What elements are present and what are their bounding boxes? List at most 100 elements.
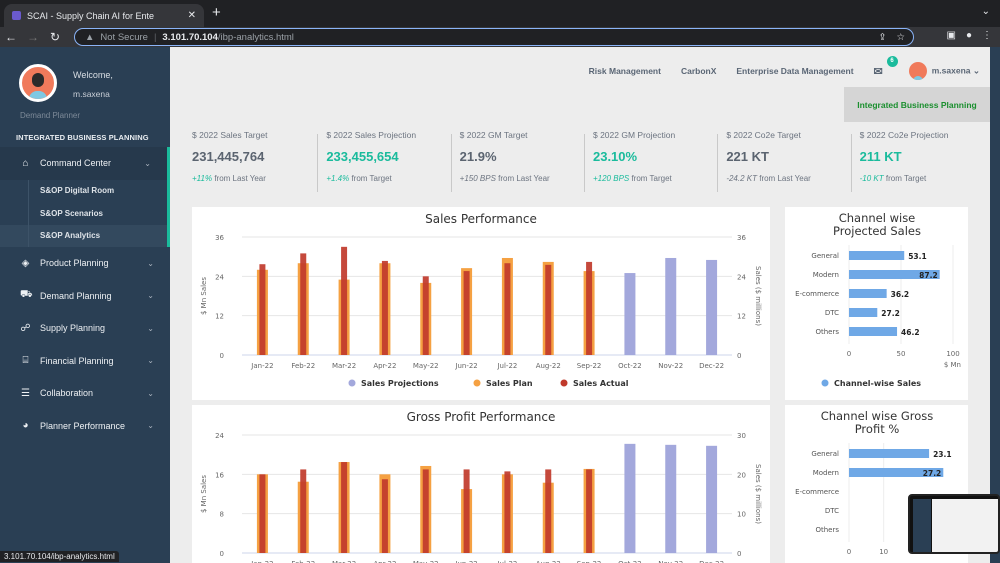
kpi-label: $ 2022 Co2e Target bbox=[726, 130, 801, 140]
user-menu[interactable]: m.saxena ⌄ bbox=[908, 62, 980, 80]
browser-tab[interactable]: SCAI - Supply Chain AI for Ente ✕ bbox=[4, 4, 204, 27]
sidebar-subitem-analytics[interactable]: S&OP Analytics bbox=[0, 224, 170, 247]
y-right-axis-label: Sales ($ millions) bbox=[754, 464, 762, 524]
kpi-0: $ 2022 Sales Target 231,445,764 +11% from … bbox=[184, 122, 317, 192]
nav-carbonx[interactable]: CarbonX bbox=[680, 66, 717, 76]
kpi-delta: +120 BPS bbox=[592, 174, 630, 183]
x-tick-label: Aug-22 bbox=[536, 560, 561, 563]
url-divider: | bbox=[153, 31, 157, 43]
page-scrollbar[interactable] bbox=[990, 47, 1000, 563]
tab-integrated-business-planning[interactable]: Integrated Business Planning bbox=[844, 87, 990, 122]
kpi-label: $ 2022 Sales Projection bbox=[326, 130, 417, 140]
y-right-tick-label: 0 bbox=[737, 352, 741, 360]
x-tick-label: May-22 bbox=[413, 560, 439, 563]
tab-search-icon[interactable]: ⌄ bbox=[981, 6, 990, 17]
chart-title: Sales Performance bbox=[425, 212, 537, 226]
pie-icon: ◕ bbox=[22, 420, 29, 432]
x-tick-label: Nov-22 bbox=[658, 560, 683, 563]
x-tick-label: May-22 bbox=[413, 362, 439, 370]
bar-channel bbox=[849, 289, 887, 298]
data-label: 36.2 bbox=[891, 290, 910, 299]
kpi-value: 231,445,764 bbox=[192, 149, 265, 164]
kpi-label: $ 2022 Sales Target bbox=[192, 130, 268, 140]
bar-channel bbox=[849, 327, 898, 336]
sidebar-item-planner-performance[interactable]: ◕ Planner Performance ⌄ bbox=[0, 410, 170, 443]
sidebar-item-financial-planning[interactable]: ⌸ Financial Planning ⌄ bbox=[0, 345, 170, 378]
nav-risk-management[interactable]: Risk Management bbox=[588, 66, 661, 76]
bank-icon: ⌸ bbox=[22, 355, 29, 367]
x-axis-label: $ Mn bbox=[944, 361, 961, 369]
sidepanel-icon[interactable]: ▣ bbox=[946, 30, 956, 41]
sidebar-item-collaboration[interactable]: ☰ Collaboration ⌄ bbox=[0, 377, 170, 410]
x-tick-label: Nov-22 bbox=[658, 362, 683, 370]
bar-sales-projections bbox=[665, 257, 677, 355]
sidebar-item-command-center[interactable]: ⌂ Command Center ⌄ bbox=[0, 147, 170, 180]
bar-channel bbox=[849, 449, 930, 458]
envelope-icon: ✉ bbox=[873, 65, 883, 78]
sidebar-item-supply-planning[interactable]: ☍ Supply Planning ⌄ bbox=[0, 312, 170, 345]
bar-sales-actual bbox=[504, 263, 511, 355]
bar-sales-actual bbox=[586, 261, 593, 355]
bookmark-star-icon[interactable]: ☆ bbox=[896, 31, 905, 43]
chevron-down-icon: ⌄ bbox=[147, 291, 154, 301]
sidebar-item-product-planning[interactable]: ◈ Product Planning ⌄ bbox=[0, 247, 170, 280]
reload-icon[interactable]: ↻ bbox=[49, 30, 61, 44]
cart-icon: ⛟ bbox=[20, 289, 33, 301]
bar-sales-projections bbox=[624, 443, 636, 553]
sidebar-item-label: Financial Planning bbox=[40, 355, 114, 366]
y-right-tick-label: 12 bbox=[737, 313, 746, 321]
x-tick-label: 0 bbox=[847, 548, 851, 556]
legend-label: Sales Projections bbox=[361, 379, 439, 388]
share-icon[interactable]: ⇪ bbox=[878, 31, 887, 43]
kpi-3: $ 2022 GM Projection 23.10% +120 BPS from … bbox=[583, 130, 717, 192]
close-tab-icon[interactable]: ✕ bbox=[187, 10, 196, 21]
x-tick-label: Oct-22 bbox=[618, 362, 642, 370]
nav-enterprise-data-management[interactable]: Enterprise Data Management bbox=[736, 66, 854, 76]
new-tab-button[interactable]: + bbox=[212, 4, 221, 21]
gross-profit-chart: Gross Profit Performance 0 8 16 24 0 10 20 30 $ M… bbox=[200, 410, 762, 563]
sidebar-item-demand-planning[interactable]: ⛟ Demand Planning ⌄ bbox=[0, 280, 170, 313]
x-tick-label: Mar-22 bbox=[332, 560, 356, 563]
x-tick-label: Jun-22 bbox=[454, 362, 477, 370]
category-label: E-commerce bbox=[795, 290, 839, 298]
url-field[interactable]: ▲ Not Secure | 3.101.70.104/ibp-analytics.… bbox=[74, 28, 914, 46]
y-right-tick-label: 20 bbox=[737, 471, 746, 479]
data-label: 27.2 bbox=[881, 309, 900, 318]
y-right-axis-label: Sales ($ millions) bbox=[754, 266, 762, 326]
sidebar-username: m.saxena bbox=[73, 89, 110, 99]
sales-performance-chart: Sales Performance 0 12 24 36 0 12 24 36 $ Mn Sale… bbox=[200, 212, 762, 388]
chevron-down-icon: ⌄ bbox=[147, 258, 154, 268]
y-right-tick-label: 10 bbox=[737, 511, 746, 519]
favicon-icon bbox=[12, 11, 21, 20]
legend-label: Channel-wise Sales bbox=[834, 379, 921, 388]
y-tick-label: 0 bbox=[220, 352, 224, 360]
mail-button[interactable]: ✉ 6 bbox=[873, 55, 898, 78]
url-host: 3.101.70.104 bbox=[162, 31, 218, 43]
sales-performance-card: Sales Performance 0 12 24 36 0 12 24 36 $ Mn Sale… bbox=[192, 207, 770, 400]
x-tick-label: Jul-22 bbox=[496, 560, 517, 563]
thumbnail-sidebar bbox=[913, 499, 931, 552]
category-label: DTC bbox=[825, 507, 839, 515]
sidebar-subitem-scenarios[interactable]: S&OP Scenarios bbox=[0, 202, 170, 225]
profile-icon[interactable]: ● bbox=[965, 30, 972, 41]
chevron-down-icon: ⌄ bbox=[144, 158, 151, 168]
back-icon[interactable]: ← bbox=[5, 30, 17, 44]
video-thumbnail-overlay[interactable] bbox=[908, 494, 1000, 554]
forward-icon[interactable]: → bbox=[27, 30, 39, 44]
bar-sales-actual bbox=[341, 462, 348, 553]
sidebar-subitem-digital-room[interactable]: S&OP Digital Room bbox=[0, 179, 170, 202]
category-label: E-commerce bbox=[795, 488, 839, 496]
x-tick-label: Jun-22 bbox=[454, 560, 477, 563]
browser-menu-icon[interactable]: ⋮ bbox=[982, 30, 992, 41]
url-path: /ibp-analytics.html bbox=[217, 31, 294, 43]
bar-channel bbox=[849, 468, 944, 477]
bar-sales-actual bbox=[586, 469, 593, 553]
data-label: 27.2 bbox=[923, 469, 942, 478]
x-tick-label: Dec-22 bbox=[699, 362, 724, 370]
kpi-2: $ 2022 GM Target 21.9% +150 BPS from Last … bbox=[450, 130, 584, 192]
sidebar-item-label: Planner Performance bbox=[40, 420, 126, 431]
kpi-delta-suffix: from Target bbox=[629, 174, 672, 183]
x-tick-label: Apr-22 bbox=[373, 362, 396, 370]
x-tick-label: Jul-22 bbox=[496, 362, 517, 370]
